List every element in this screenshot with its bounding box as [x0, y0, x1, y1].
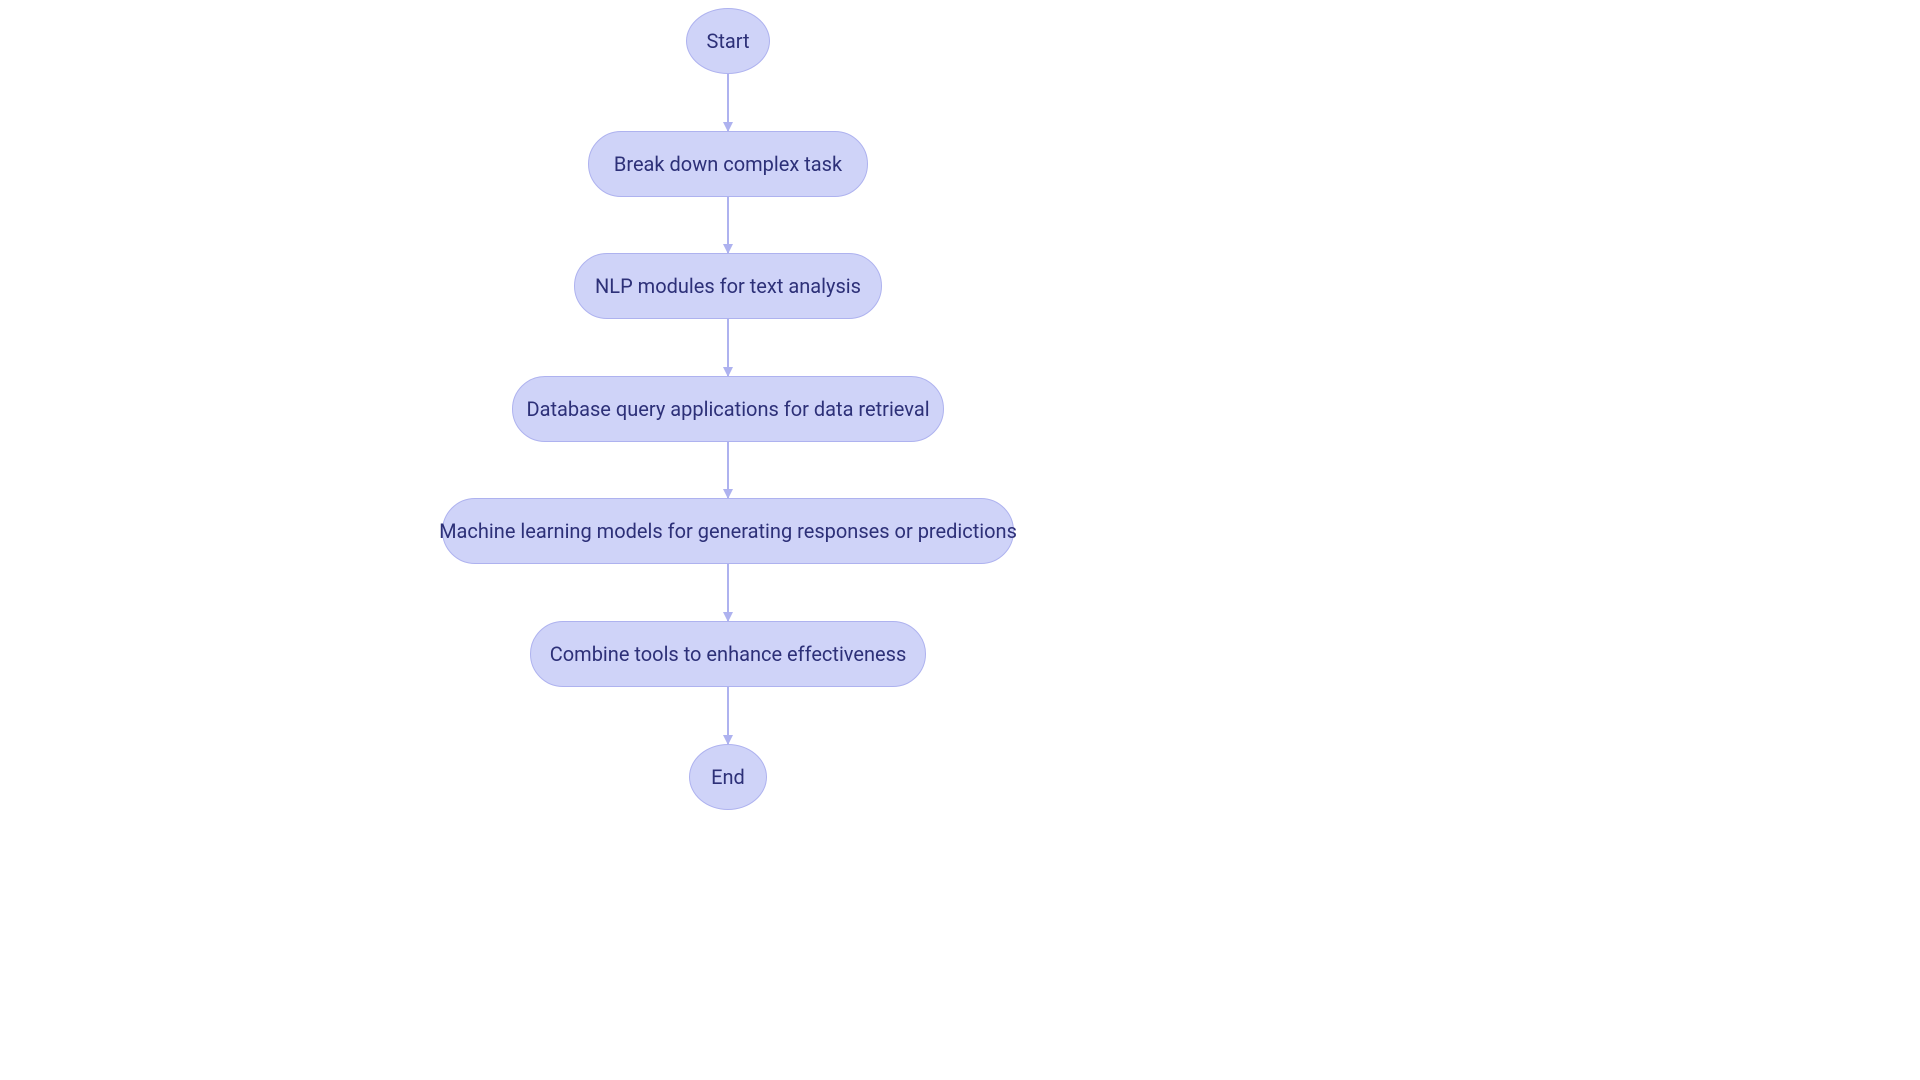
flowchart-canvas: Start Break down complex task NLP modules …: [0, 0, 1920, 1080]
flowchart-node-start: Start: [686, 8, 770, 74]
flowchart-node-break: Break down complex task: [588, 131, 868, 197]
flowchart-node-label: NLP modules for text analysis: [595, 273, 861, 299]
flowchart-node-label: Combine tools to enhance effectiveness: [550, 641, 907, 667]
flowchart-node-label: Start: [706, 28, 749, 54]
flowchart-node-ml: Machine learning models for generating r…: [442, 498, 1014, 564]
flowchart-node-label: Database query applications for data ret…: [526, 396, 929, 422]
flowchart-node-combine: Combine tools to enhance effectiveness: [530, 621, 926, 687]
flowchart-node-end: End: [689, 744, 767, 810]
flowchart-node-label: End: [711, 764, 745, 790]
flowchart-node-label: Machine learning models for generating r…: [439, 518, 1017, 544]
flowchart-node-nlp: NLP modules for text analysis: [574, 253, 882, 319]
flowchart-node-db: Database query applications for data ret…: [512, 376, 944, 442]
flowchart-node-label: Break down complex task: [614, 151, 842, 177]
